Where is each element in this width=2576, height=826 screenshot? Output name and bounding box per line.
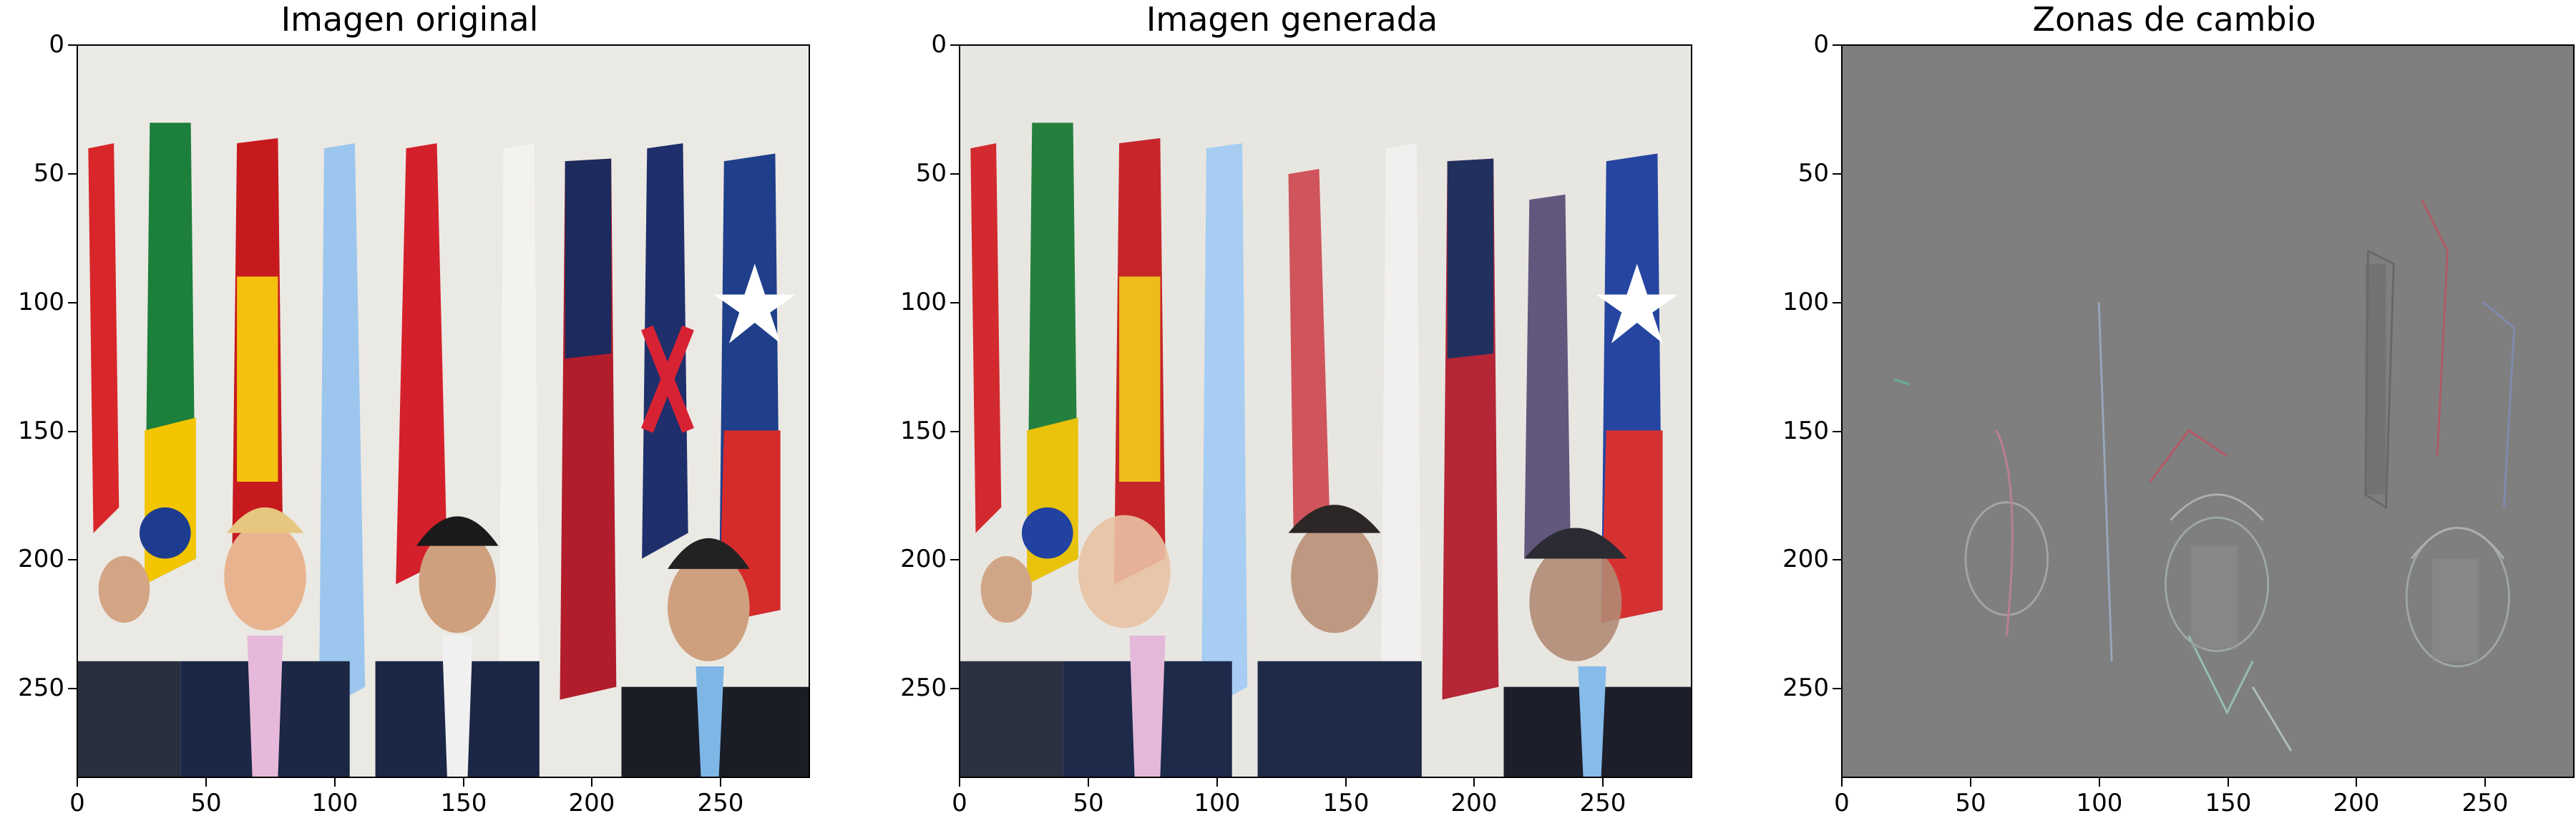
x-tick-label: 250 (1579, 789, 1626, 817)
x-tick-label: 200 (2333, 789, 2380, 817)
x-tick-label: 0 (952, 789, 967, 817)
y-tick-label: 0 (49, 30, 64, 59)
x-tick-label: 150 (1322, 789, 1370, 817)
image-generated (959, 44, 1692, 778)
x-tick-label: 200 (568, 789, 615, 817)
x-tick-label: 250 (697, 789, 744, 817)
y-tick-label: 50 (33, 159, 64, 188)
y-tick-label: 150 (18, 417, 64, 445)
y-tick-label: 50 (915, 159, 947, 188)
image-diff (1841, 44, 2575, 778)
x-tick-label: 100 (1194, 789, 1241, 817)
x-tick-label: 0 (1834, 789, 1850, 817)
panel-title: Imagen original (280, 0, 539, 39)
y-tick-label: 100 (1782, 288, 1829, 316)
image-original (77, 44, 810, 778)
x-tick-label: 100 (311, 789, 358, 817)
panel-generated: Imagen generada (882, 0, 1692, 826)
diff-map (1843, 46, 2573, 777)
y-tick-label: 0 (931, 30, 947, 59)
panel-title: Imagen generada (1146, 0, 1438, 39)
x-tick-label: 50 (190, 789, 222, 817)
y-tick-label: 0 (1813, 30, 1829, 59)
x-tick-label: 150 (440, 789, 487, 817)
y-tick-label: 150 (900, 417, 947, 445)
x-tick-label: 0 (69, 789, 85, 817)
y-tick-label: 150 (1782, 417, 1829, 445)
x-tick-label: 100 (2076, 789, 2123, 817)
y-tick-label: 100 (900, 288, 947, 316)
y-tick-label: 200 (18, 545, 64, 573)
panel-diff: Zonas de cambio (1765, 0, 2575, 826)
panel-original: Imagen original (0, 0, 810, 826)
y-tick-label: 250 (900, 674, 947, 702)
y-tick-label: 250 (1782, 674, 1829, 702)
x-tick-label: 150 (2205, 789, 2252, 817)
photo-g20-original (78, 46, 809, 777)
y-tick-label: 200 (900, 545, 947, 573)
x-tick-label: 250 (2462, 789, 2509, 817)
x-tick-label: 200 (1450, 789, 1498, 817)
panel-title: Zonas de cambio (2032, 0, 2316, 39)
y-tick-label: 100 (18, 288, 64, 316)
y-tick-label: 250 (18, 674, 64, 702)
x-tick-label: 50 (1073, 789, 1104, 817)
y-tick-label: 200 (1782, 545, 1829, 573)
x-tick-label: 50 (1955, 789, 1986, 817)
photo-g20-generated (960, 46, 1691, 777)
y-tick-label: 50 (1797, 159, 1829, 188)
